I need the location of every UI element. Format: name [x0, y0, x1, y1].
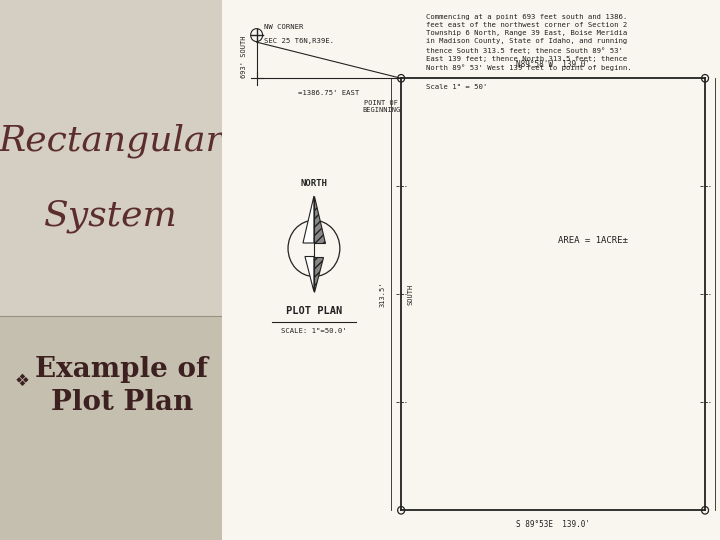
Text: Plot Plan: Plot Plan — [51, 389, 193, 416]
Text: NW CORNER: NW CORNER — [264, 24, 304, 30]
Text: AREA = 1ACRE±: AREA = 1ACRE± — [558, 236, 628, 245]
Text: =1386.75' EAST: =1386.75' EAST — [298, 90, 359, 96]
Polygon shape — [303, 196, 314, 243]
Text: SEC 25 T6N,R39E.: SEC 25 T6N,R39E. — [264, 38, 334, 44]
Polygon shape — [0, 0, 222, 316]
Polygon shape — [222, 0, 720, 540]
Text: PLOT PLAN: PLOT PLAN — [286, 306, 342, 315]
Text: Rectangular: Rectangular — [0, 123, 223, 158]
Text: Scale 1" = 50': Scale 1" = 50' — [426, 84, 487, 90]
Text: 313.5': 313.5' — [379, 281, 385, 307]
Text: 693' SOUTH: 693' SOUTH — [241, 36, 247, 78]
Text: SCALE: 1"=50.0': SCALE: 1"=50.0' — [281, 328, 347, 334]
Text: SOUTH: SOUTH — [407, 284, 413, 305]
Text: NORTH: NORTH — [300, 179, 328, 188]
Text: ❖: ❖ — [14, 372, 30, 390]
Text: S 89°53E  139.0': S 89°53E 139.0' — [516, 520, 590, 529]
Text: N89°58'W  139.0': N89°58'W 139.0' — [516, 59, 590, 69]
Text: System: System — [44, 199, 178, 233]
Polygon shape — [305, 256, 314, 292]
Text: Example of: Example of — [35, 356, 209, 383]
Polygon shape — [314, 196, 325, 243]
Polygon shape — [0, 316, 222, 540]
Polygon shape — [314, 256, 323, 292]
Text: POINT OF
BEGINNING: POINT OF BEGINNING — [362, 100, 400, 113]
Text: Commencing at a point 693 feet south and 1386.
feet east of the northwest corner: Commencing at a point 693 feet south and… — [426, 14, 631, 71]
